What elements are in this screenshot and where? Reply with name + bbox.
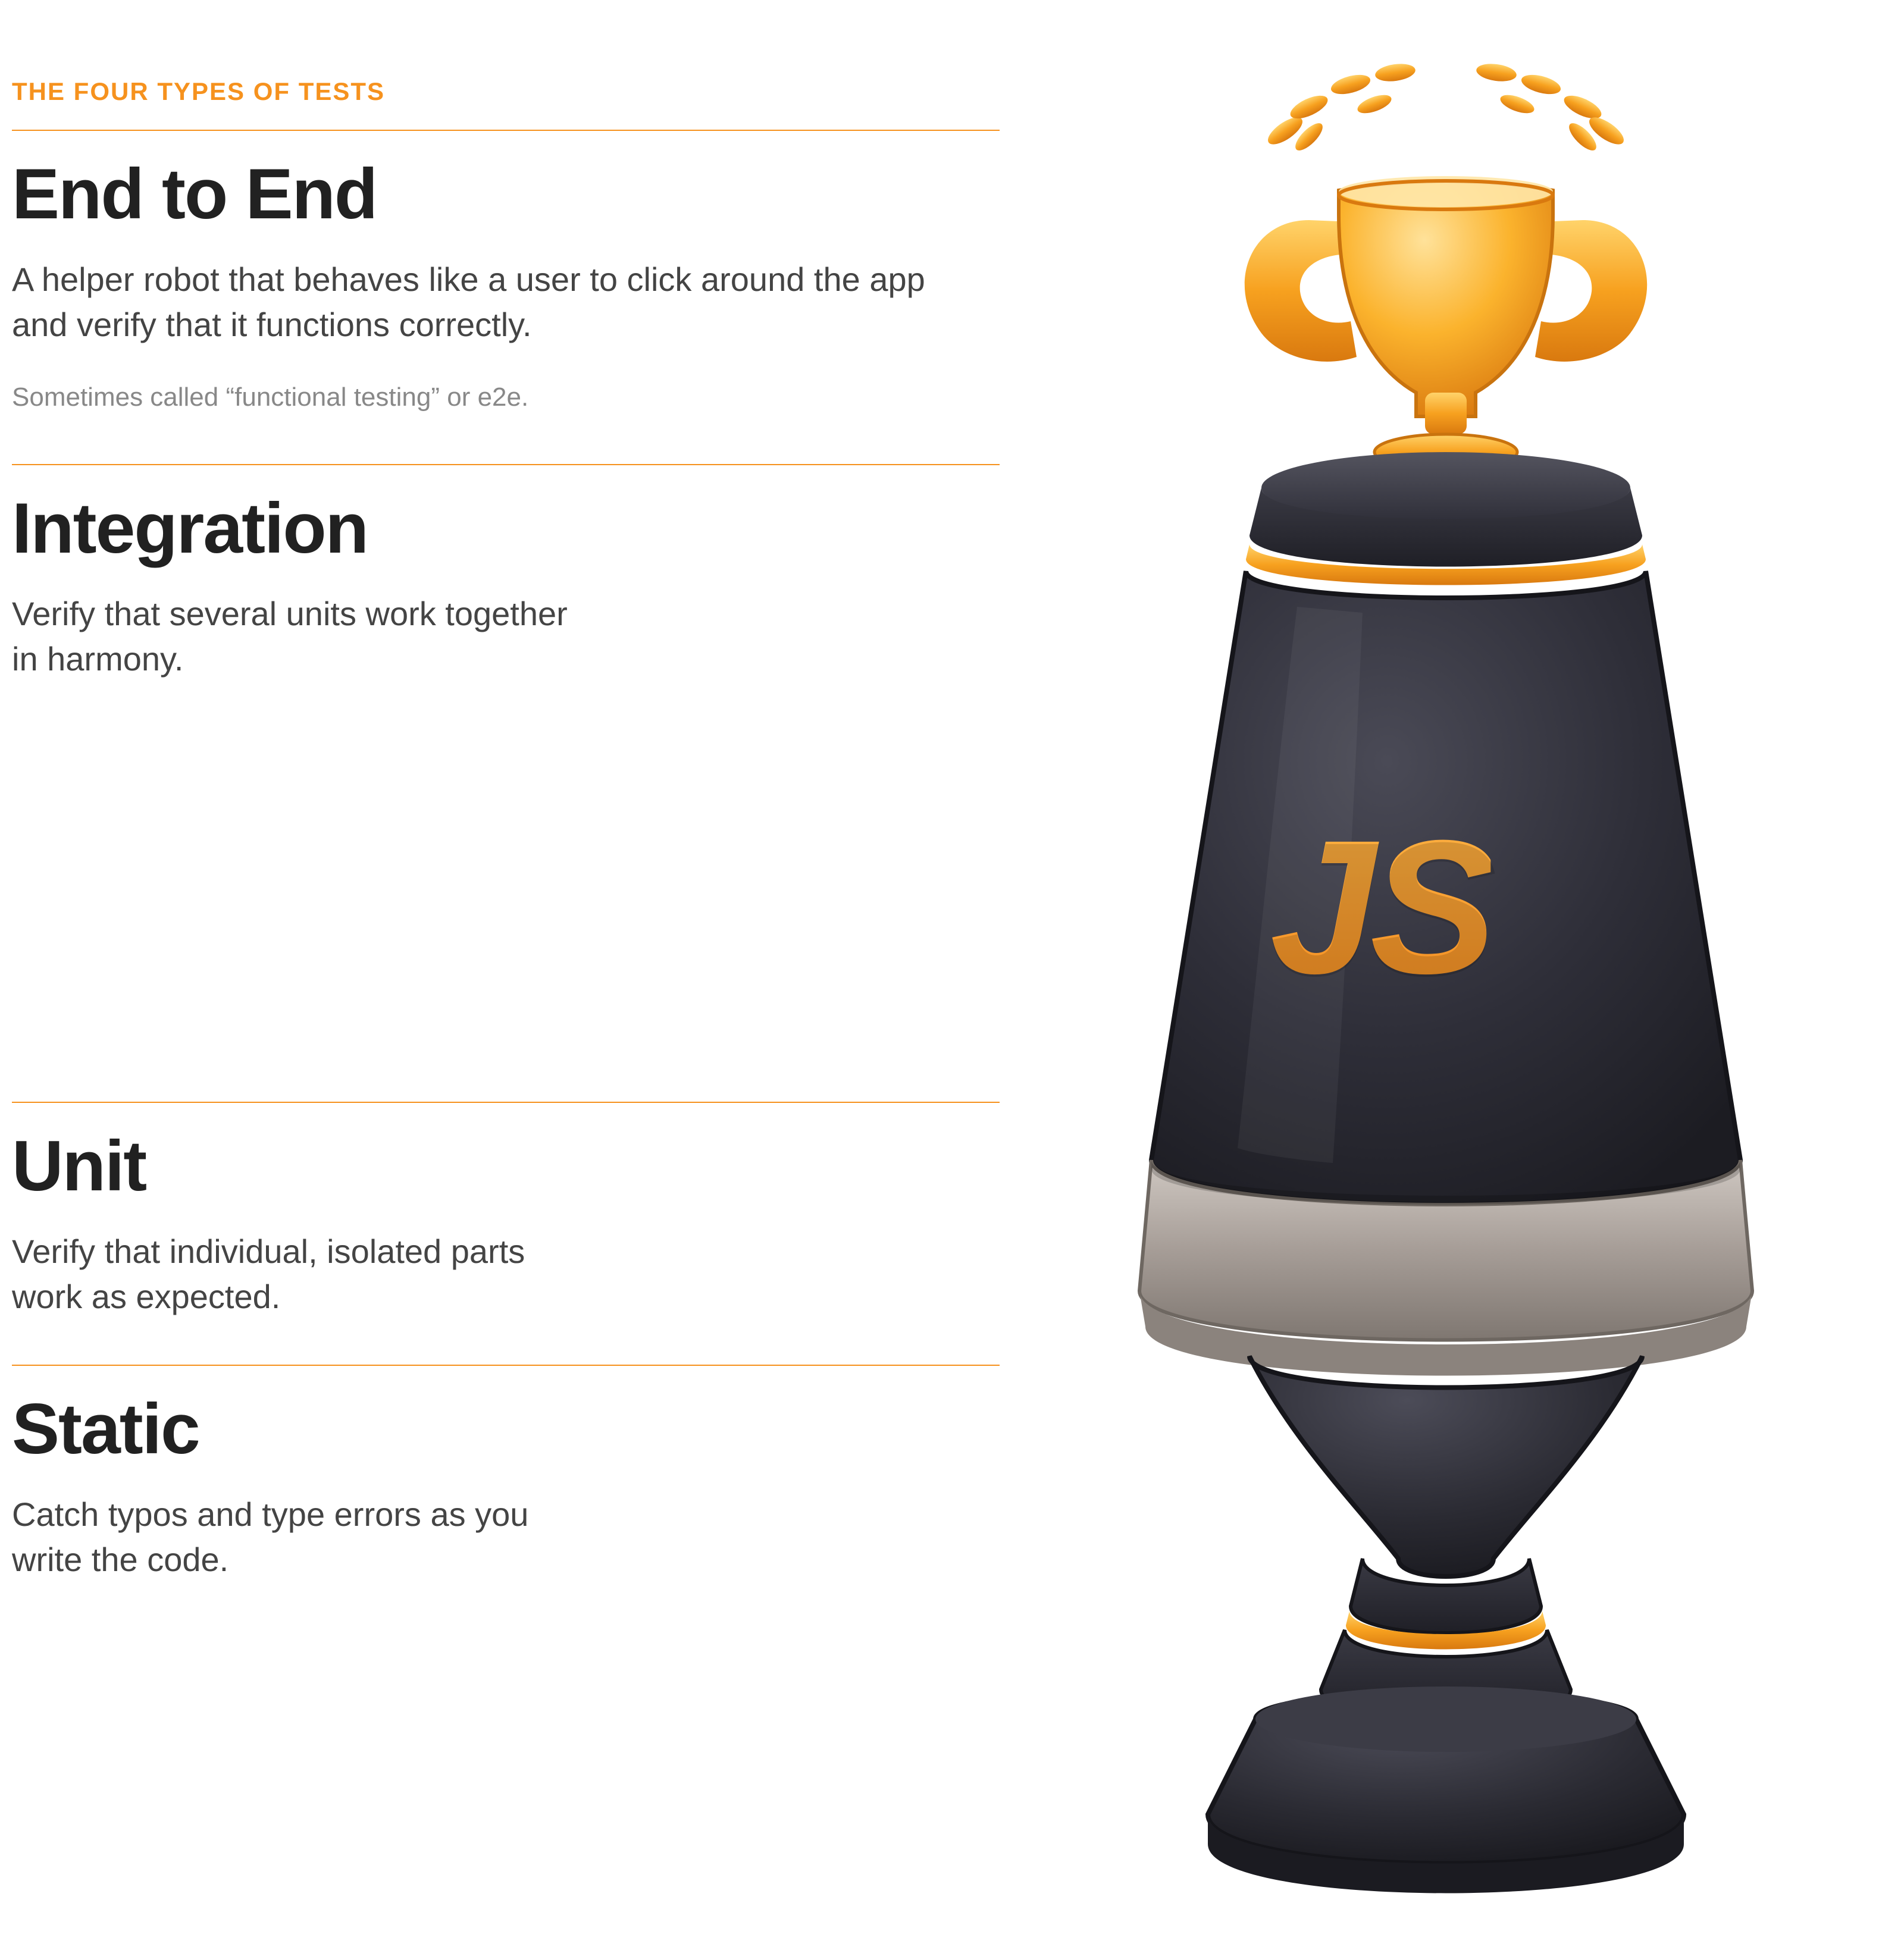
section-static: Static Catch typos and type errors as yo…: [12, 1366, 1000, 1628]
eyebrow-label: THE FOUR TYPES OF TESTS: [12, 77, 1000, 106]
section-desc: Verify that individual, isolated parts w…: [12, 1229, 583, 1319]
trophy-base: [1208, 1356, 1684, 1893]
section-title: Static: [12, 1390, 1000, 1468]
text-column: THE FOUR TYPES OF TESTS End to End A hel…: [12, 77, 1000, 1628]
trophy-cup-icon: [1245, 176, 1647, 470]
section-desc: A helper robot that behaves like a user …: [12, 257, 964, 347]
testing-trophy-illustration: JS: [1000, 36, 1892, 1939]
trophy-lid: [1246, 452, 1646, 585]
section-title: Unit: [12, 1127, 1000, 1205]
laurel-icon: [1264, 61, 1628, 154]
section-title: Integration: [12, 489, 1000, 568]
section-note: Sometimes called “functional testing” or…: [12, 383, 1000, 412]
section-unit: Unit Verify that individual, isolated pa…: [12, 1103, 1000, 1365]
js-label: JS: [1270, 797, 1490, 1016]
section-e2e: End to End A helper robot that behaves l…: [12, 131, 1000, 464]
section-desc: Verify that several units work together …: [12, 591, 583, 681]
section-title: End to End: [12, 155, 1000, 233]
section-integration: Integration Verify that several units wo…: [12, 465, 1000, 1102]
infographic-root: THE FOUR TYPES OF TESTS End to End A hel…: [0, 0, 1904, 1950]
section-desc: Catch typos and type errors as you write…: [12, 1492, 583, 1582]
